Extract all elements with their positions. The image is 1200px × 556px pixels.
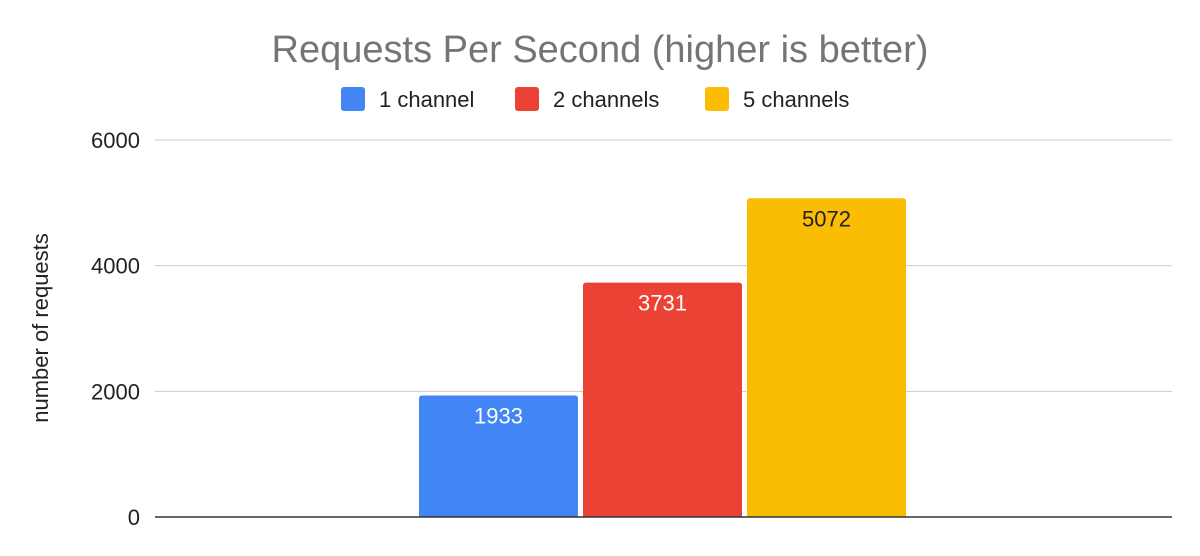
legend-label: 5 channels [743,87,849,112]
legend-label: 2 channels [553,87,659,112]
bar-value-label: 5072 [802,206,851,231]
y-axis-ticks: 0 2000 4000 6000 [91,128,140,530]
bar-value-label: 3731 [638,291,687,316]
legend-swatch [515,87,539,111]
bar [419,395,578,517]
y-tick-label: 4000 [91,254,140,279]
legend-item: 5 channels [705,87,849,112]
chart-title: Requests Per Second (higher is better) [272,29,929,71]
legend-label: 1 channel [379,87,474,112]
bars [419,198,906,517]
y-axis-label: number of requests [28,233,53,423]
legend: 1 channel 2 channels 5 channels [341,87,849,112]
bar [583,282,742,517]
y-tick-label: 2000 [91,379,140,404]
legend-swatch [341,87,365,111]
legend-item: 2 channels [515,87,659,112]
y-tick-label: 6000 [91,128,140,153]
y-tick-label: 0 [128,505,140,530]
legend-swatch [705,87,729,111]
legend-item: 1 channel [341,87,474,112]
bar-labels: 1933 3731 5072 [474,206,851,428]
bar-value-label: 1933 [474,404,523,429]
bar [747,198,906,517]
